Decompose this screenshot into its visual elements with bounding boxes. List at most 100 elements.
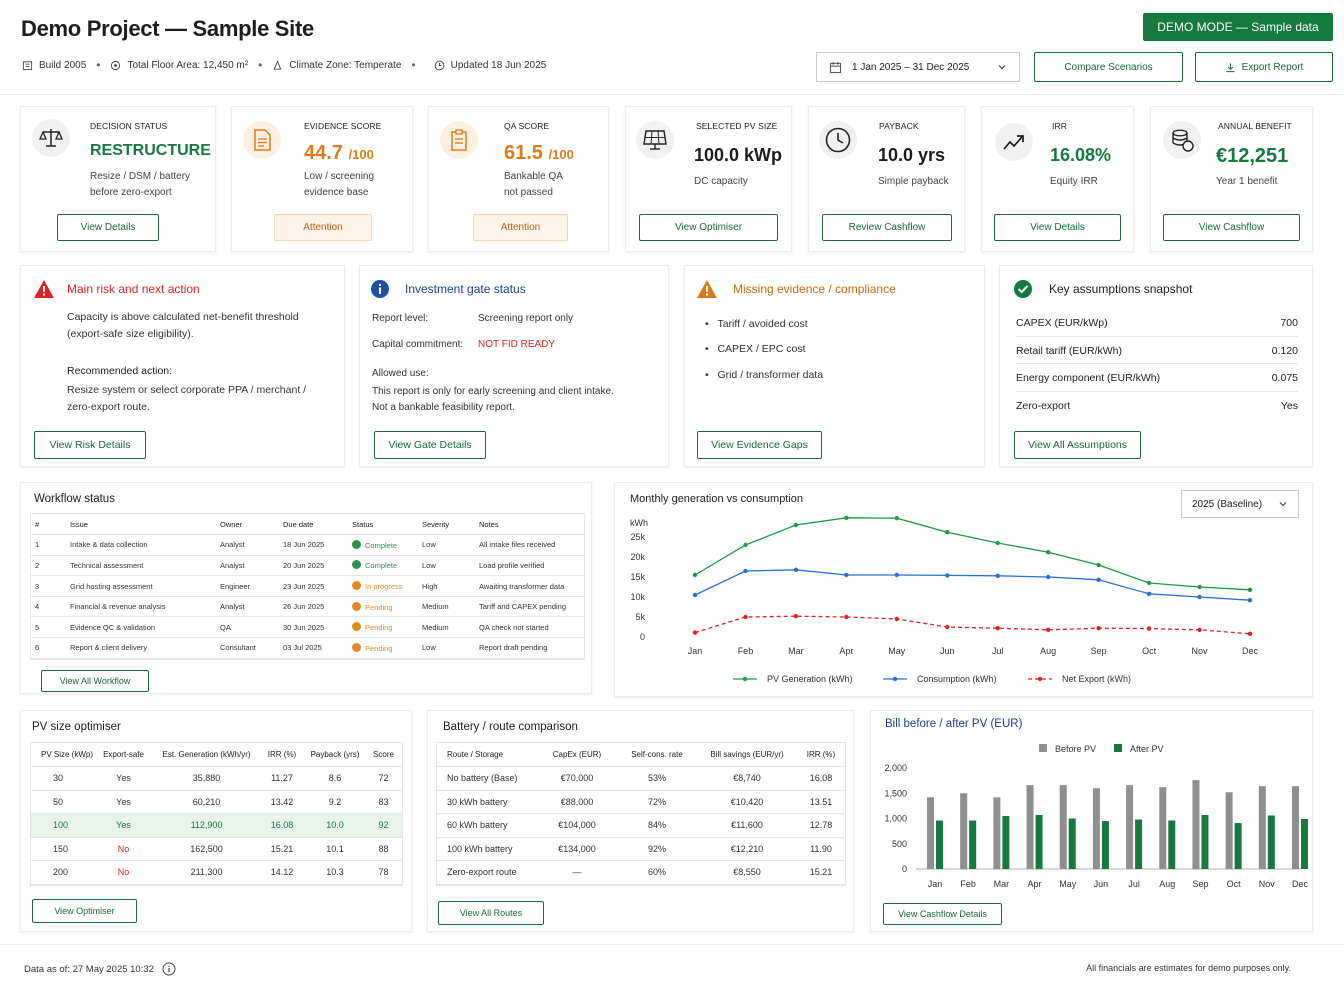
x-tick-label: Jun xyxy=(940,646,955,656)
review-cashflow-button[interactable]: Review Cashflow xyxy=(822,214,952,241)
table-cell: Yes xyxy=(93,766,155,791)
x-tick-label: Sep xyxy=(1192,879,1208,889)
view-optimiser-button[interactable]: View Optimiser xyxy=(32,899,137,923)
assumption-key: CAPEX (EUR/kWp) xyxy=(1016,317,1108,329)
table-cell: Analyst xyxy=(216,555,279,577)
table-row[interactable]: 30 kWh battery €88,000 72% €10,420 13.51 xyxy=(437,790,845,814)
table-row[interactable]: 1 Intake & data collection Analyst 18 Jun 2… xyxy=(31,534,584,556)
view-details-button[interactable]: View Details xyxy=(57,214,159,241)
table-cell: 53% xyxy=(617,766,697,791)
table-cell: Tariff and CAPEX pending xyxy=(475,596,584,618)
monthly-title: Monthly generation vs consumption xyxy=(630,493,804,505)
table-cell: 100 xyxy=(31,813,94,838)
data-point xyxy=(995,540,1000,546)
view-details-button[interactable]: View Details xyxy=(994,214,1121,241)
year-select[interactable]: 2025 (Baseline) xyxy=(1181,490,1299,518)
table-cell: 30 kWh battery xyxy=(437,790,537,814)
view-evidence-gaps-button[interactable]: View Evidence Gaps xyxy=(697,431,822,459)
col-header: Notes xyxy=(475,514,584,536)
table-row[interactable]: 150 No 162,500 15.21 10.1 88 xyxy=(31,837,402,861)
table-cell: Complete xyxy=(348,534,418,556)
footer: Data as of: 27 May 2025 10:32 All financ… xyxy=(0,944,1344,992)
table-cell: Pending xyxy=(348,616,418,639)
kpi-sub: Equity IRR xyxy=(1050,176,1098,187)
table-row[interactable]: 30 Yes 35,880 11.27 8.6 72 xyxy=(31,766,402,791)
bar xyxy=(969,820,977,869)
battery-header-row: Route / Storage CapEx (EUR) Self-cons. r… xyxy=(437,743,845,767)
view-gate-details-button[interactable]: View Gate Details xyxy=(374,431,486,459)
table-row[interactable]: 200 No 211,300 14.12 10.3 78 xyxy=(31,860,402,885)
table-row[interactable]: Zero-export route —60% €8,550 15.21 xyxy=(437,860,845,885)
table-cell: 60% xyxy=(617,860,697,885)
table-row[interactable]: 50 Yes 60,210 13.42 9.2 83 xyxy=(31,790,402,814)
workflow-table-wrap: # Issue Owner Due date Status Severity N… xyxy=(30,513,585,660)
table-row[interactable]: 2 Technical assessment Analyst 20 Jun 2025 C… xyxy=(31,555,584,577)
col-header: # xyxy=(31,514,66,536)
attention-button[interactable]: Attention xyxy=(274,214,372,241)
floor-area-text: Total Floor Area: 12,450 m² xyxy=(127,59,249,71)
date-range-select[interactable]: 1 Jan 2025 – 31 Dec 2025 xyxy=(816,52,1020,82)
kpi-sub: not passed xyxy=(504,187,553,198)
kpi-qa-score: QA SCORE 61.5 /100 Bankable QA not passe… xyxy=(428,106,609,252)
table-cell: 100 kWh battery xyxy=(437,837,537,861)
table-row[interactable]: 100 Yes 112,900 16.08 10.0 92 xyxy=(31,813,402,838)
view-risk-details-button[interactable]: View Risk Details xyxy=(34,431,146,459)
col-header: CapEx (EUR) xyxy=(537,743,617,767)
x-tick-label: Oct xyxy=(1227,879,1242,889)
kpi-value: €12,251 xyxy=(1216,145,1289,167)
table-cell: 9.2 xyxy=(305,790,366,814)
x-tick-label: Mar xyxy=(788,646,804,656)
table-row[interactable]: 3 Grid hosting assessment Engineer 23 Jun 2… xyxy=(31,575,584,597)
info-icon[interactable] xyxy=(162,962,176,976)
bar xyxy=(1068,818,1076,869)
clock-icon xyxy=(434,60,444,70)
x-tick-label: May xyxy=(888,646,906,656)
view-all-routes-button[interactable]: View All Routes xyxy=(438,901,544,925)
check-circle-icon xyxy=(352,539,361,549)
assumption-row: Retail tariff (EUR/kWh) 0.120 xyxy=(1016,337,1298,364)
thermometer-icon xyxy=(273,59,282,70)
kpi-value: 61.5 xyxy=(504,142,543,164)
check-circle-icon xyxy=(352,560,361,570)
table-row[interactable]: 5 Evidence QC & validation QA 30 Jun 2025 Pe… xyxy=(31,616,584,639)
clock-icon xyxy=(819,121,857,159)
legend-item: PV Generation (kWh) xyxy=(733,674,853,684)
export-report-button[interactable]: Export Report xyxy=(1195,52,1333,82)
view-optimiser-button[interactable]: View Optimiser xyxy=(639,214,778,241)
view-cashflow-details-button[interactable]: View Cashflow Details xyxy=(883,903,1002,925)
table-cell: 15.21 xyxy=(797,860,845,885)
x-tick-label: Feb xyxy=(960,879,976,889)
bar xyxy=(936,820,943,869)
x-tick-label: Jan xyxy=(928,879,943,889)
compare-scenarios-button[interactable]: Compare Scenarios xyxy=(1034,52,1183,82)
kpi-value: 16.08% xyxy=(1050,145,1112,165)
data-point xyxy=(945,624,950,630)
attention-button[interactable]: Attention xyxy=(473,214,568,241)
table-cell: Intake & data collection xyxy=(66,534,216,556)
view-cashflow-button[interactable]: View Cashflow xyxy=(1163,214,1300,241)
x-tick-label: Apr xyxy=(839,646,853,656)
table-cell: 26 Jun 2025 xyxy=(279,596,348,618)
table-row[interactable]: 60 kWh battery €104,000 84% €11,600 12.78 xyxy=(437,813,845,838)
table-row[interactable]: No battery (Base) €70,000 53% €8,740 16.08 xyxy=(437,766,845,791)
data-point xyxy=(1045,550,1051,555)
table-cell: €134,000 xyxy=(537,837,617,861)
table-cell: Analyst xyxy=(216,596,279,618)
legend-item: Before PV xyxy=(1039,744,1096,754)
table-cell: Zero-export route xyxy=(437,860,537,885)
assumption-value: Yes xyxy=(1280,399,1298,412)
col-header: Score xyxy=(365,743,402,767)
table-row[interactable]: 100 kWh battery €134,000 92% €12,210 11.90 xyxy=(437,837,845,861)
table-row[interactable]: 6 Report & client delivery Consultant 03 Ju… xyxy=(31,637,584,659)
bill-title: Bill before / after PV (EUR) xyxy=(885,718,1023,730)
view-all-assumptions-button[interactable]: View All Assumptions xyxy=(1014,431,1141,459)
assumption-key: Energy component (EUR/kWh) xyxy=(1016,372,1161,384)
clock-icon xyxy=(352,581,361,591)
solar-panel-icon xyxy=(636,121,674,159)
kpi-sub: Resize / DSM / battery xyxy=(90,171,191,182)
table-cell: Financial & revenue analysis xyxy=(66,596,216,618)
table-row[interactable]: 4 Financial & revenue analysis Analyst 26 J… xyxy=(31,596,584,618)
view-all-workflow-button[interactable]: View All Workflow xyxy=(41,670,149,692)
allowed-use-text: Not a bankable feasibility report. xyxy=(372,402,515,413)
floor-area-item: Total Floor Area: 12,450 m² xyxy=(110,60,248,71)
